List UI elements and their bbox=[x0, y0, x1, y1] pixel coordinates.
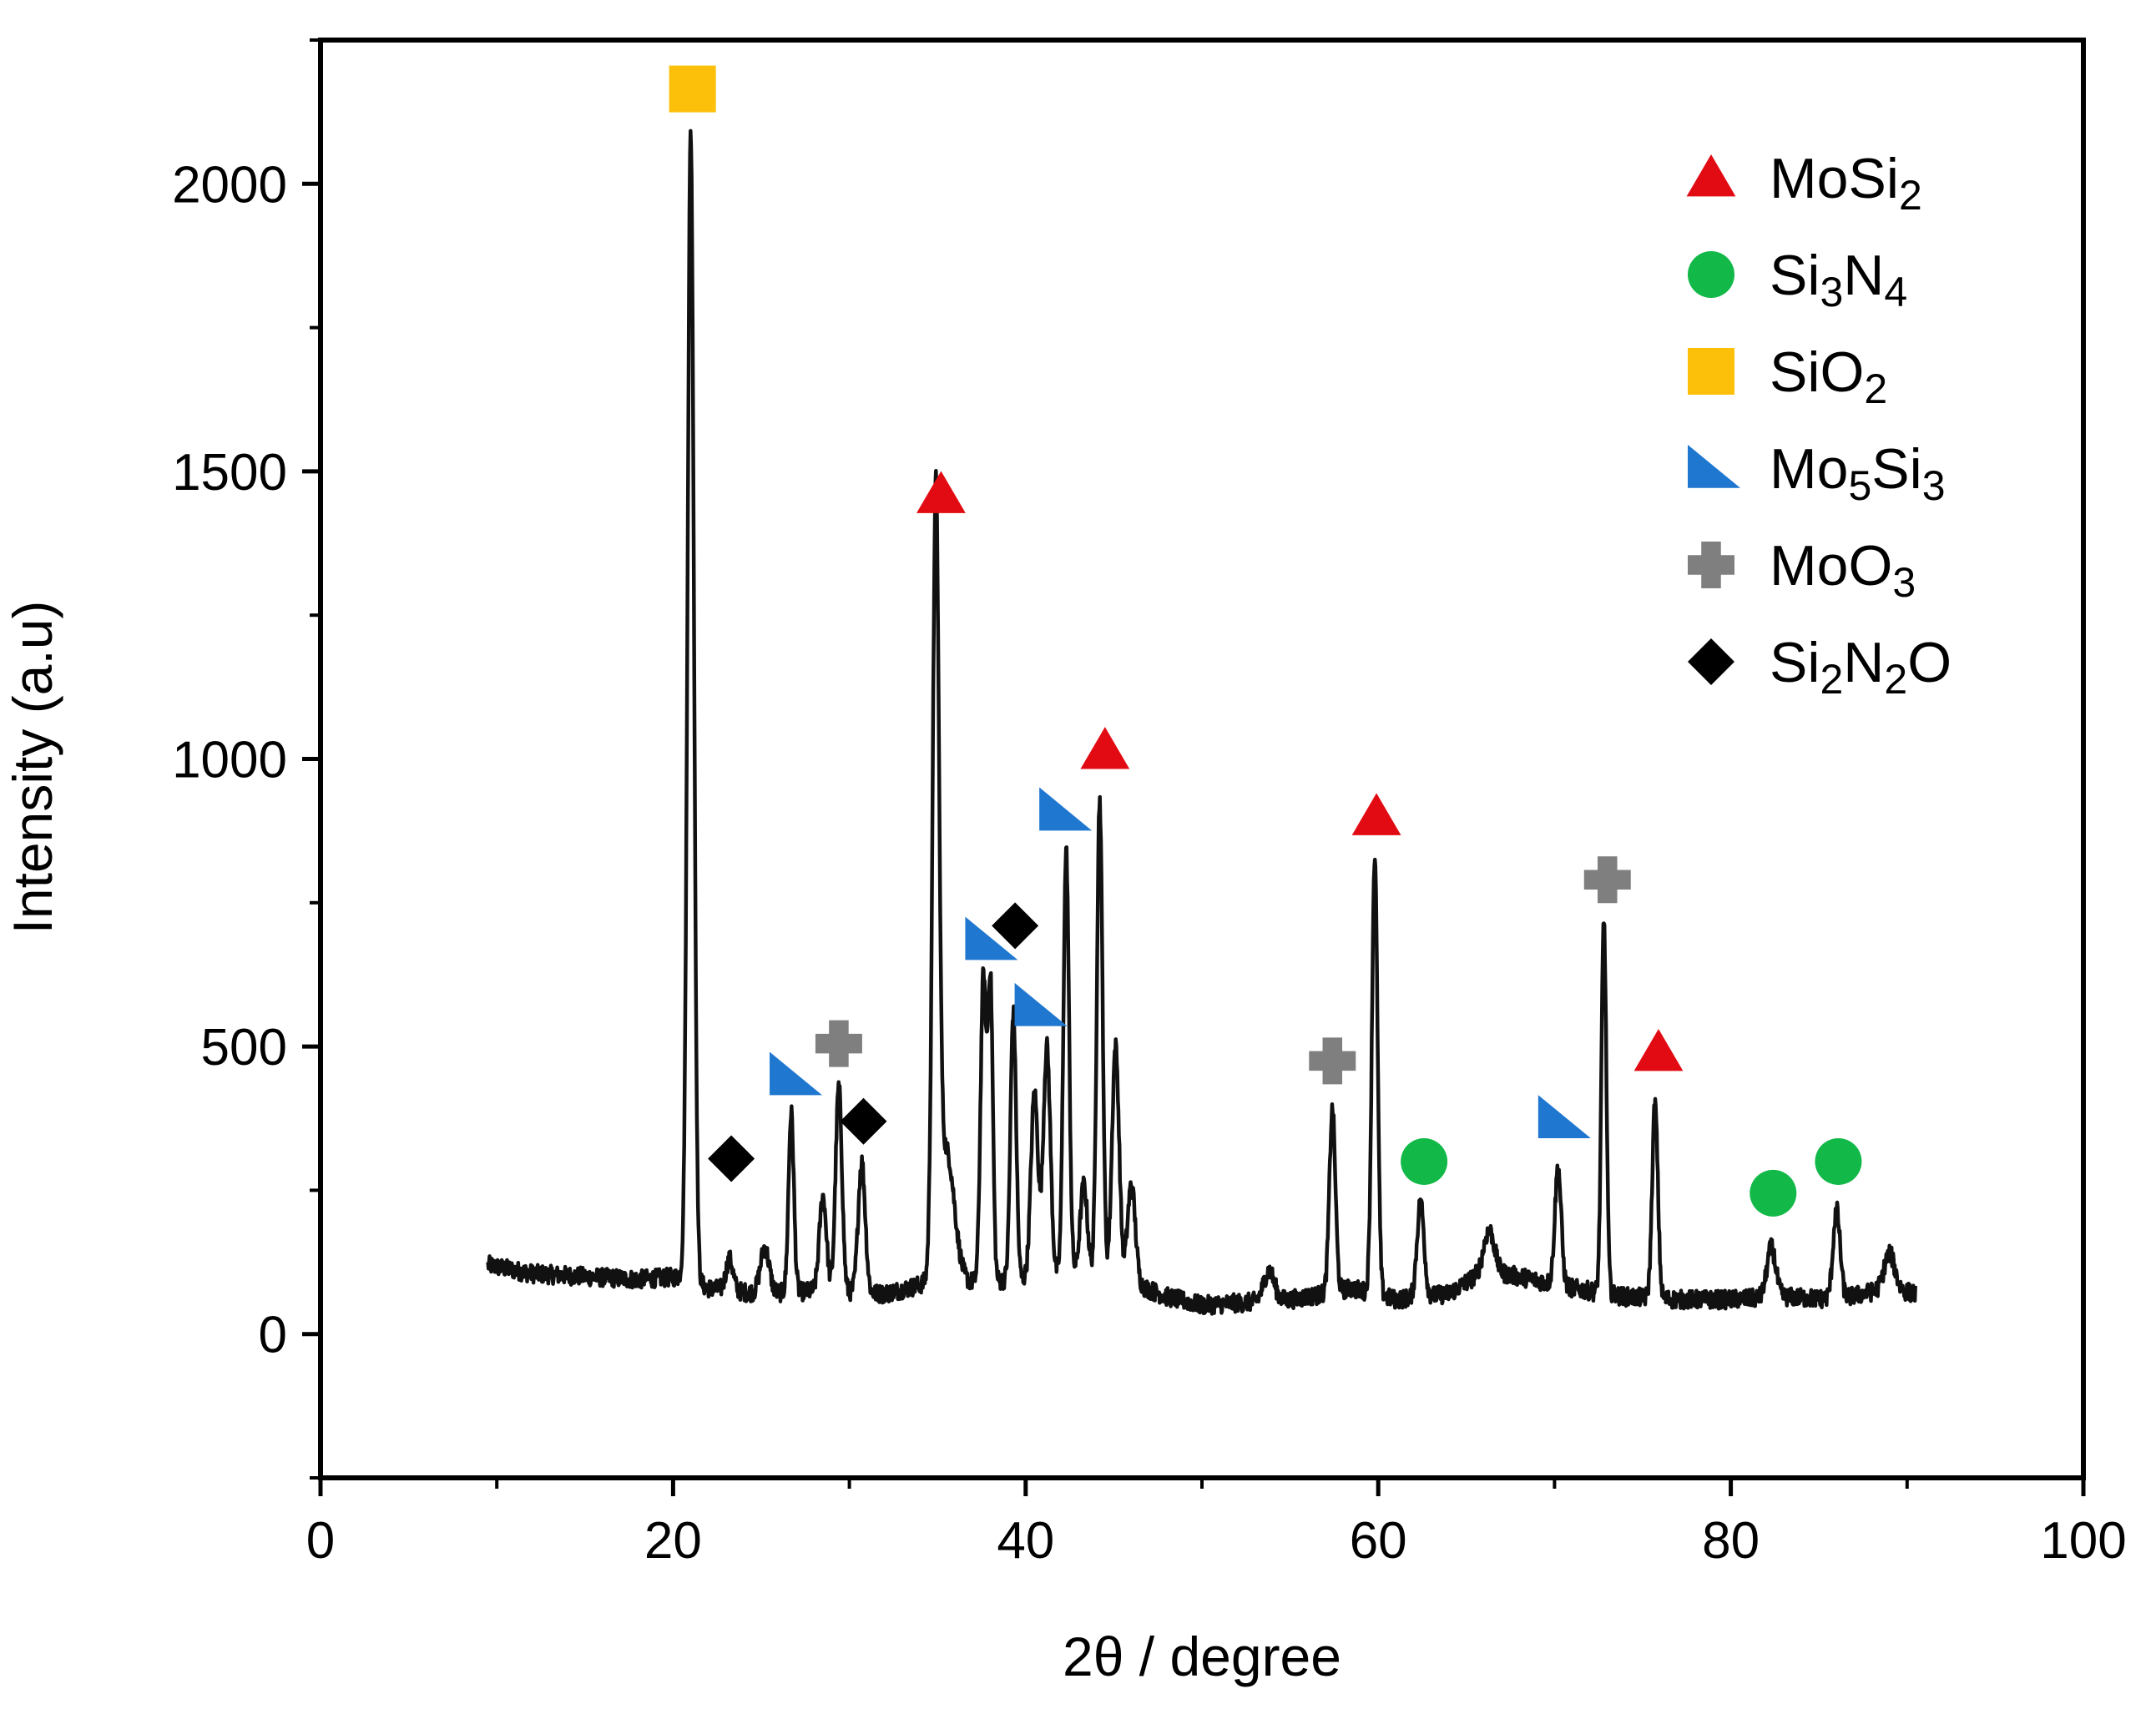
xrd-spectrum-line bbox=[486, 129, 1917, 1316]
legend-label-part: 2 bbox=[1899, 172, 1922, 219]
legend-label-part: Mo bbox=[1770, 437, 1848, 501]
legend-label-part: Si bbox=[1770, 631, 1820, 694]
legend-label-part: O bbox=[1907, 631, 1952, 694]
peak-marker-Mo5Si3 bbox=[1537, 1095, 1591, 1139]
legend-label-part: MoO bbox=[1770, 534, 1892, 597]
legend-item-MoO3: MoO3 bbox=[1688, 534, 1916, 606]
peak-marker-Si2N2O bbox=[708, 1135, 755, 1182]
peak-marker-Mo5Si3 bbox=[965, 916, 1018, 960]
plot-layer bbox=[486, 129, 1917, 1316]
y-tick-label: 500 bbox=[201, 1019, 287, 1076]
x-tick-label: 20 bbox=[644, 1512, 702, 1570]
legend-label-part: 5 bbox=[1848, 462, 1871, 509]
legend-item-MoSi2: MoSi2 bbox=[1686, 147, 1922, 219]
legend-marker-MoO3 bbox=[1688, 542, 1734, 588]
legend-label-part: 2 bbox=[1864, 365, 1887, 412]
x-tick-label: 100 bbox=[2040, 1512, 2126, 1570]
peak-marker-Si3N4 bbox=[1750, 1169, 1797, 1217]
legend-label-part: 3 bbox=[1892, 559, 1916, 606]
legend-label-part: N bbox=[1843, 244, 1884, 307]
y-tick-label: 1000 bbox=[172, 732, 287, 789]
legend-item-Mo5Si3: Mo5Si3 bbox=[1688, 437, 1946, 509]
peak-marker-MoSi2 bbox=[1633, 1028, 1684, 1071]
legend-label-SiO2: SiO2 bbox=[1770, 340, 1887, 412]
peak-marker-Mo5Si3 bbox=[770, 1051, 823, 1096]
legend-label-part: 4 bbox=[1884, 269, 1907, 315]
legend-label-part: 3 bbox=[1922, 462, 1946, 509]
legend-label-part: Si bbox=[1770, 244, 1820, 307]
legend-label-part: 3 bbox=[1820, 269, 1843, 315]
peak-marker-MoSi2 bbox=[1080, 727, 1130, 769]
x-tick-label: 60 bbox=[1350, 1512, 1407, 1570]
legend-label-Si3N4: Si3N4 bbox=[1770, 244, 1907, 315]
peak-marker-SiO2 bbox=[669, 65, 716, 113]
peak-marker-MoO3 bbox=[1309, 1037, 1356, 1085]
peak-marker-Si3N4 bbox=[1401, 1137, 1448, 1185]
y-tick-label: 1500 bbox=[172, 444, 287, 502]
y-tick-label: 2000 bbox=[172, 156, 287, 214]
peak-marker-Si3N4 bbox=[1815, 1137, 1862, 1185]
legend-marker-Si3N4 bbox=[1688, 251, 1734, 298]
legend-label-part: N bbox=[1843, 631, 1884, 694]
legend-item-Si2N2O: Si2N2O bbox=[1688, 631, 1952, 703]
peak-marker-Si2N2O bbox=[840, 1097, 887, 1145]
legend-item-SiO2: SiO2 bbox=[1688, 340, 1887, 412]
legend-label-Si2N2O: Si2N2O bbox=[1770, 631, 1952, 703]
legend-label-part: MoSi bbox=[1770, 147, 1899, 210]
legend-item-Si3N4: Si3N4 bbox=[1688, 244, 1907, 315]
x-tick-label: 40 bbox=[997, 1512, 1054, 1570]
legend-marker-Si2N2O bbox=[1688, 638, 1734, 685]
legend-marker-MoSi2 bbox=[1686, 154, 1736, 197]
legend-label-MoSi2: MoSi2 bbox=[1770, 147, 1922, 219]
legend-label-Mo5Si3: Mo5Si3 bbox=[1770, 437, 1946, 509]
y-tick-label: 0 bbox=[259, 1307, 287, 1364]
legend-label-MoO3: MoO3 bbox=[1770, 534, 1916, 606]
legend-label-part: 2 bbox=[1820, 656, 1843, 703]
legend-label-part: SiO bbox=[1770, 340, 1864, 404]
x-tick-label: 0 bbox=[306, 1512, 335, 1570]
marker-layer bbox=[669, 65, 1862, 1217]
peak-marker-Mo5Si3 bbox=[1039, 787, 1093, 831]
peak-marker-MoSi2 bbox=[916, 471, 966, 513]
peak-marker-Mo5Si3 bbox=[1014, 982, 1068, 1026]
legend-label-part: Si bbox=[1871, 437, 1921, 501]
y-axis-title: Intensity (a.u) bbox=[2, 601, 63, 935]
peak-marker-Si2N2O bbox=[992, 902, 1039, 950]
legend-label-part: 2 bbox=[1884, 656, 1907, 703]
x-tick-label: 80 bbox=[1702, 1512, 1760, 1570]
peak-marker-MoO3 bbox=[1583, 856, 1631, 904]
peak-marker-MoO3 bbox=[815, 1020, 862, 1067]
x-axis-title: 2θ / degree bbox=[1063, 1626, 1341, 1687]
legend-marker-Mo5Si3 bbox=[1688, 445, 1740, 488]
peak-marker-MoSi2 bbox=[1351, 793, 1401, 835]
legend-marker-SiO2 bbox=[1688, 348, 1734, 395]
